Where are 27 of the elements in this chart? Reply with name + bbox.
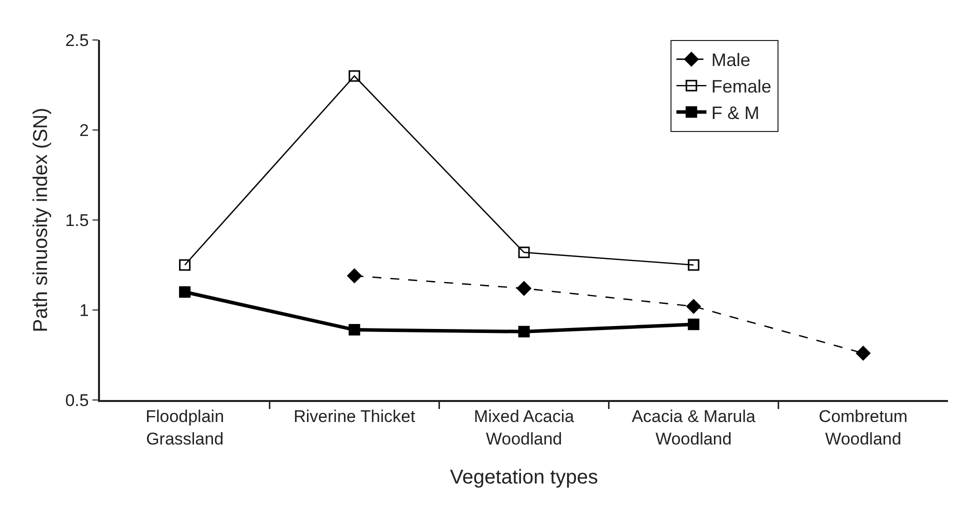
point xyxy=(688,318,700,330)
legend-label: F & M xyxy=(711,103,760,124)
y-tick-label: 2.5 xyxy=(65,30,89,50)
point xyxy=(518,246,530,258)
point xyxy=(518,326,530,338)
y-tick-label: 0.5 xyxy=(65,390,89,410)
y-tick-label: 2 xyxy=(79,120,89,140)
y-tick-label: 1.5 xyxy=(65,210,89,230)
x-axis-title: Vegetation types xyxy=(450,466,598,488)
point xyxy=(348,70,360,82)
point xyxy=(686,299,701,314)
x-tick-label: Combretum Woodland xyxy=(818,407,908,448)
legend-label: Male xyxy=(711,50,750,70)
legend-label: Female xyxy=(711,76,772,97)
y-axis-title: Path sinuosity index (SN) xyxy=(30,108,52,332)
x-tick-label: Acacia & Marula Woodland xyxy=(632,407,756,448)
point xyxy=(347,268,362,284)
point xyxy=(688,259,700,271)
x-tick-label: Mixed Acacia Woodland xyxy=(474,407,575,448)
y-tick-label: 1 xyxy=(79,300,89,320)
point xyxy=(516,281,532,296)
point xyxy=(348,324,360,336)
point xyxy=(179,286,191,298)
point xyxy=(856,346,870,360)
x-tick-label: Floodplain Grassland xyxy=(146,407,224,448)
x-tick-label: Riverine Thicket xyxy=(294,407,416,426)
point xyxy=(179,259,191,271)
